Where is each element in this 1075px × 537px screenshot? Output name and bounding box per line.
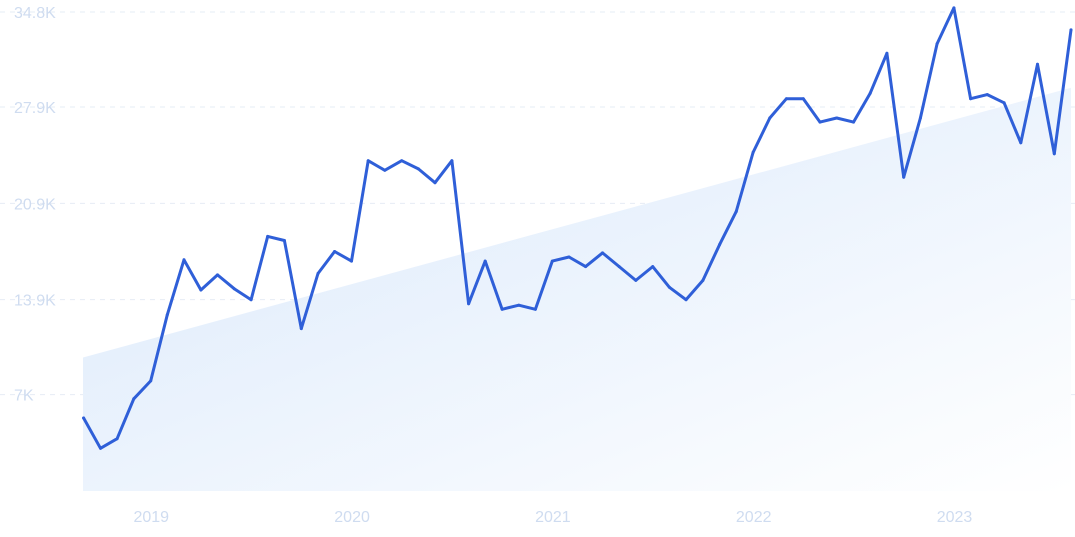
data-point (852, 120, 855, 124)
data-point (985, 93, 989, 97)
data-point (400, 159, 404, 163)
trend-area-shape (83, 87, 1071, 491)
y-tick-label: 7K (14, 388, 34, 405)
data-point (734, 210, 738, 214)
data-point (935, 42, 939, 46)
data-point (550, 259, 554, 263)
x-tick-label: 2021 (535, 509, 571, 526)
data-point (517, 303, 521, 307)
data-point (1002, 101, 1006, 105)
data-point (902, 175, 906, 179)
data-point (500, 307, 504, 311)
x-tick-label: 2023 (937, 509, 973, 526)
trend-area (83, 87, 1071, 491)
y-axis-ticks: 34.8K 27.9K 20.9K 13.9K 7K (14, 5, 56, 405)
data-point (617, 265, 621, 269)
data-point (82, 416, 86, 420)
x-tick-label: 2019 (133, 509, 169, 526)
data-point (918, 116, 922, 120)
data-point (768, 116, 772, 120)
data-point (282, 239, 286, 242)
x-tick-label: 2022 (736, 509, 772, 526)
data-point (266, 234, 270, 238)
data-point (751, 150, 755, 154)
data-point (249, 298, 253, 302)
data-point (333, 250, 337, 253)
x-axis-ticks: 2019 2020 2021 2022 2023 (133, 509, 972, 526)
data-point (483, 259, 487, 263)
data-point (885, 51, 889, 55)
data-point (199, 288, 203, 292)
data-point (1019, 141, 1023, 145)
data-point (450, 159, 454, 163)
data-point (467, 302, 471, 306)
data-point (1052, 152, 1056, 156)
data-point (132, 397, 136, 401)
data-point (115, 437, 119, 441)
data-point (969, 97, 973, 101)
data-point (99, 446, 102, 450)
data-point (667, 285, 671, 289)
data-point (350, 259, 353, 263)
data-point (601, 251, 604, 255)
data-point (584, 265, 588, 269)
data-point (784, 97, 788, 101)
data-point (299, 327, 303, 331)
data-point (316, 272, 320, 275)
data-point (182, 258, 186, 262)
data-point (952, 6, 956, 10)
data-point (801, 97, 805, 101)
data-point (1069, 28, 1073, 32)
data-point (868, 91, 872, 95)
x-tick-label: 2020 (334, 509, 370, 526)
data-point (366, 159, 370, 163)
data-point (684, 298, 688, 302)
data-point (416, 167, 420, 171)
y-tick-label: 27.9K (14, 100, 56, 117)
data-point (232, 287, 236, 291)
y-tick-label: 34.8K (14, 5, 56, 22)
data-point (718, 243, 722, 247)
data-point (383, 168, 387, 172)
data-point (149, 379, 153, 383)
data-point (634, 278, 638, 282)
data-point (216, 273, 219, 277)
data-point (701, 278, 705, 282)
series-line-layer (82, 6, 1073, 450)
data-point (835, 116, 839, 120)
series-line (82, 6, 1073, 450)
data-point (1036, 62, 1039, 66)
data-point (533, 307, 537, 311)
y-tick-label: 13.9K (14, 293, 56, 310)
y-tick-label: 20.9K (14, 196, 56, 213)
data-point (165, 313, 169, 317)
data-point (651, 265, 655, 269)
data-point (433, 181, 437, 185)
data-point (818, 120, 822, 124)
data-point (567, 255, 571, 259)
